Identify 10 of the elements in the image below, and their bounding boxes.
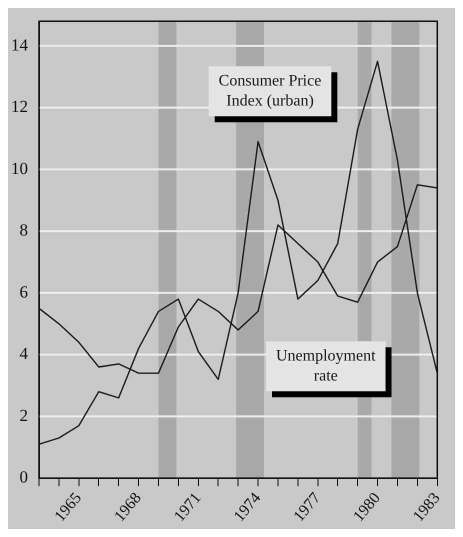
y-tick-label: 14 (11, 35, 28, 54)
y-tick-label: 4 (20, 344, 28, 364)
y-tick-label: 10 (11, 158, 28, 178)
text: Consumer Price Index (urban) (218, 72, 322, 110)
y-tick-label: 6 (20, 282, 28, 302)
text: Unemployment rate (276, 347, 376, 384)
y-tick-label: 2 (20, 406, 28, 425)
y-tick-label: 0 (20, 468, 28, 487)
y-tick-label: 8 (20, 220, 28, 240)
y-tick-label: 12 (11, 97, 28, 116)
